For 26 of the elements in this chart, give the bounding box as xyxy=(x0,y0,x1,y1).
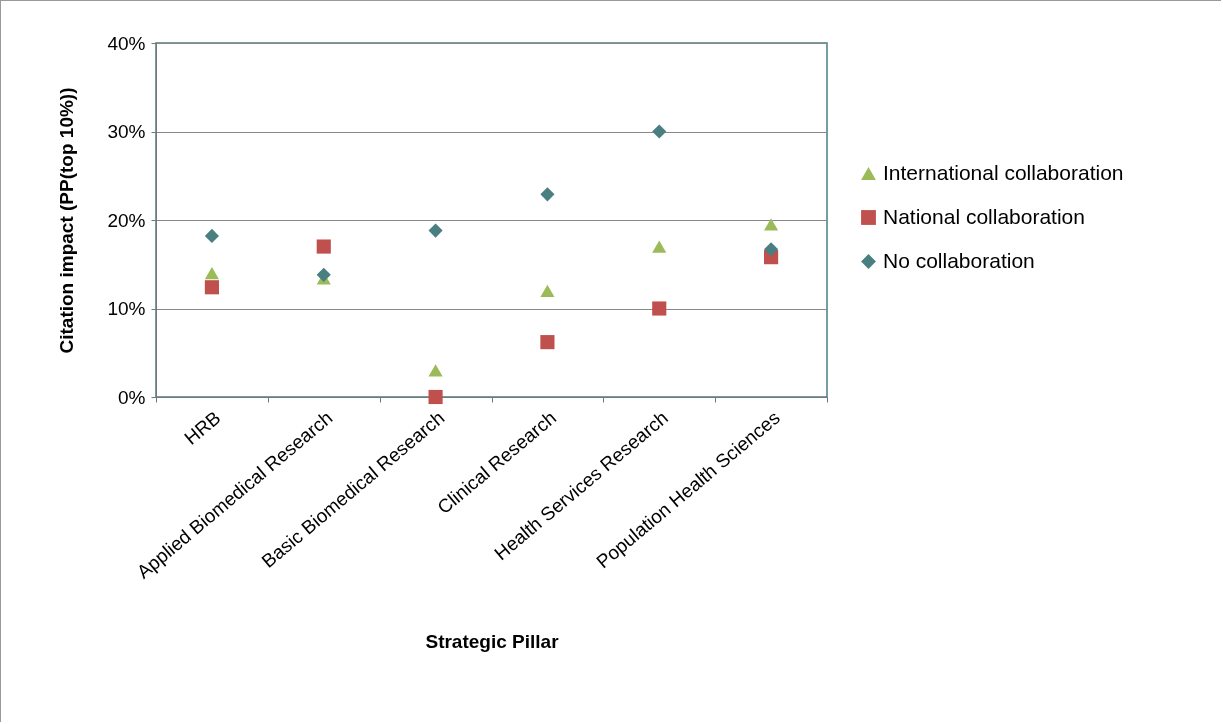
y-tick-label: 0% xyxy=(118,386,146,408)
legend-label: International collaboration xyxy=(883,160,1124,184)
point xyxy=(764,242,779,257)
legend-label: No collaboration xyxy=(883,248,1035,272)
point xyxy=(540,187,555,202)
point xyxy=(316,239,331,254)
point xyxy=(428,364,443,377)
point xyxy=(652,240,667,253)
point xyxy=(428,389,443,405)
point xyxy=(652,124,667,139)
point xyxy=(316,267,331,282)
point xyxy=(764,218,779,231)
point xyxy=(204,280,219,295)
point xyxy=(652,301,667,316)
y-tick-label: 40% xyxy=(107,32,146,54)
y-axis-title: Citation impact (PP(top 10%)) xyxy=(56,87,78,354)
point xyxy=(540,284,555,297)
y-tick-label: 30% xyxy=(107,121,146,142)
point xyxy=(540,335,555,350)
point xyxy=(204,228,219,243)
y-tick-label: 10% xyxy=(107,298,146,319)
x-axis-title: Strategic Pillar xyxy=(425,630,560,652)
y-tick-label: 20% xyxy=(107,209,146,231)
point xyxy=(204,266,219,280)
legend-label: National collaboration xyxy=(883,204,1085,228)
point xyxy=(428,223,443,238)
